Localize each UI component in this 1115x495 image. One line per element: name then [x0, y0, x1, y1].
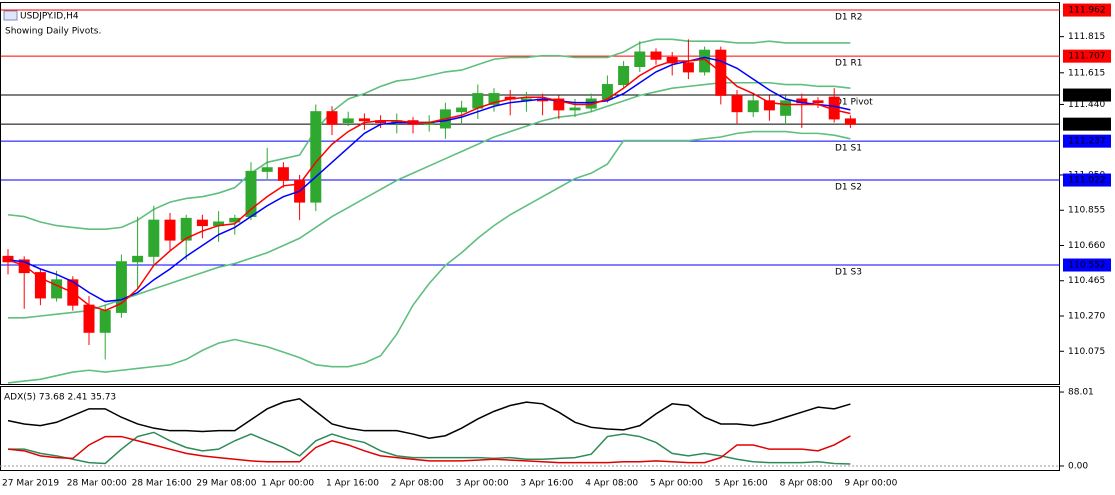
y-tick-label: 110.465	[1068, 276, 1105, 286]
adx-title: ADX(5) 73.68 2.41 35.73	[4, 393, 116, 403]
candle-body	[618, 65, 630, 86]
candle-body	[650, 51, 662, 60]
x-tick-label: 1 Apr 00:00	[261, 479, 314, 489]
bollinger-band	[8, 81, 851, 319]
candle-body	[180, 217, 192, 241]
candle-body	[34, 272, 46, 299]
candle-body	[780, 100, 792, 116]
x-tick-label: 29 Mar 08:00	[196, 479, 256, 489]
chart-subtitle: Showing Daily Pivots.	[5, 27, 101, 37]
candle-body	[261, 167, 273, 172]
y-tick-label: 110.270	[1068, 312, 1105, 322]
x-tick-label: 5 Apr 00:00	[650, 479, 703, 489]
candle-body	[488, 93, 500, 105]
candle-body	[310, 111, 322, 203]
price-label: 111.331	[1068, 120, 1105, 130]
x-tick-label: 3 Apr 00:00	[456, 479, 509, 489]
candle-body	[2, 255, 14, 263]
candle-body	[342, 118, 354, 124]
candle-body	[844, 118, 856, 125]
pivot-level-label: D1 Pivot	[835, 98, 873, 108]
y-tick-label: 111.615	[1068, 68, 1105, 78]
y-tick-label: 111.440	[1068, 100, 1105, 110]
x-tick-label: 2 Apr 08:00	[391, 479, 444, 489]
x-tick-label: 27 Mar 2019	[2, 479, 59, 489]
y-tick-label: 110.075	[1068, 347, 1105, 357]
price-label-box	[1063, 3, 1111, 17]
adx-line	[8, 431, 851, 465]
price-label-box	[1063, 49, 1111, 63]
candle-body	[666, 56, 678, 64]
candle-body	[99, 310, 111, 333]
candle-body	[763, 100, 775, 111]
adx-line	[7, 435, 851, 464]
candle-body	[731, 94, 743, 113]
price-label: 110.552	[1068, 261, 1105, 271]
candle-body	[326, 111, 338, 125]
candle-body	[358, 118, 370, 122]
candle-body	[699, 49, 711, 73]
y-tick-label: 111.815	[1068, 32, 1105, 42]
adx-panel-border	[0, 386, 1060, 471]
candle-body	[148, 219, 160, 257]
chart-title: USDJPY.ID,H4	[20, 12, 79, 22]
candle-body	[456, 107, 468, 113]
price-label-box	[1063, 173, 1111, 187]
candle-body	[569, 107, 581, 111]
x-tick-label: 28 Mar 00:00	[67, 479, 127, 489]
pivot-level-label: D1 R1	[835, 59, 863, 69]
candle-body	[812, 100, 824, 104]
candle-body	[115, 261, 127, 313]
candle-body	[132, 255, 144, 263]
candle-body	[553, 98, 565, 111]
pivot-level-label: D1 S2	[835, 183, 862, 193]
symbol-icon	[3, 10, 18, 21]
x-tick-label: 3 Apr 16:00	[520, 479, 573, 489]
y-tick-label: 0.00	[1068, 461, 1088, 471]
candle-body	[472, 93, 484, 109]
candle-body	[196, 219, 208, 227]
price-label-box	[1063, 258, 1111, 272]
pivot-level-label: D1 S1	[835, 144, 862, 154]
y-tick-label: 88.01	[1068, 388, 1094, 398]
x-tick-label: 9 Apr 00:00	[844, 479, 897, 489]
price-label-box	[1063, 117, 1111, 131]
candle-body	[164, 219, 176, 241]
x-tick-label: 28 Mar 16:00	[132, 479, 192, 489]
bollinger-band	[7, 38, 851, 231]
bollinger-band	[7, 130, 851, 384]
y-tick-label: 110.660	[1068, 241, 1105, 251]
adx-line	[7, 397, 851, 440]
price-label: 111.237	[1068, 137, 1105, 147]
candle-body	[277, 167, 289, 181]
price-label: 111.707	[1068, 52, 1105, 62]
y-tick-label: 110.855	[1068, 206, 1105, 216]
candle-body	[634, 51, 646, 67]
price-panel-border	[0, 2, 1060, 385]
pivot-level-label: D1 S3	[835, 268, 862, 278]
candle-body	[682, 62, 694, 73]
price-label-box	[1063, 88, 1111, 102]
x-tick-label: 5 Apr 16:00	[715, 479, 768, 489]
x-tick-label: 4 Apr 08:00	[585, 479, 638, 489]
price-label: 111.492	[1068, 91, 1105, 101]
price-label: 111.022	[1068, 176, 1105, 186]
candle-body	[83, 304, 95, 333]
x-tick-label: 8 Apr 08:00	[780, 479, 833, 489]
pivot-level-label: D1 R2	[835, 13, 863, 23]
price-label: 111.962	[1068, 6, 1105, 16]
moving-average	[7, 58, 851, 312]
candle-body	[51, 279, 63, 299]
x-tick-label: 1 Apr 16:00	[326, 479, 379, 489]
price-label-box	[1063, 134, 1111, 148]
candle-body	[747, 100, 759, 113]
